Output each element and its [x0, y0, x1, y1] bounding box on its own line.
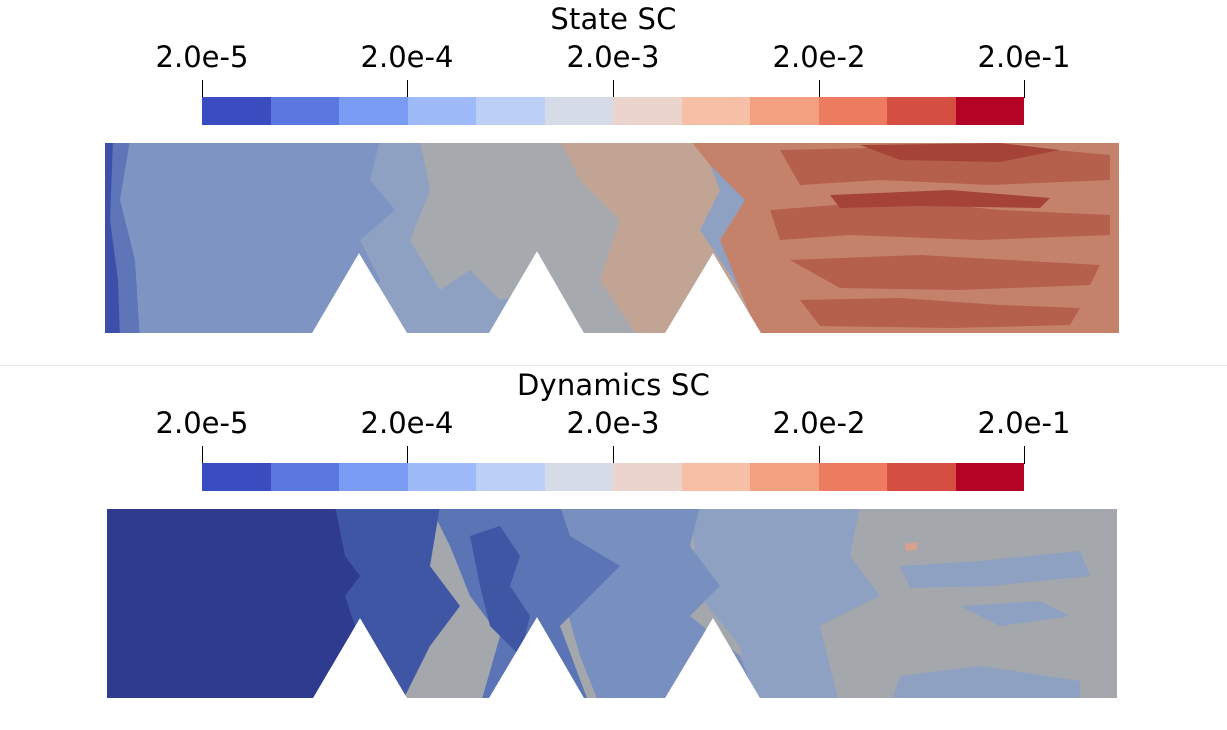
colorbar-segment — [750, 463, 819, 491]
field-region — [800, 298, 1080, 328]
field-region — [905, 542, 918, 551]
field-region — [900, 551, 1090, 588]
colorbar-tick-label: 2.0e-4 — [360, 406, 454, 440]
colorbar-tick — [407, 446, 408, 464]
colorbar-segment — [270, 463, 339, 491]
field-region — [690, 143, 1119, 333]
dynamics-sc-title: Dynamics SC — [516, 368, 711, 402]
field-region — [890, 666, 1080, 698]
colorbar-segment — [339, 463, 408, 491]
colorbar-tick-label: 2.0e-1 — [977, 40, 1071, 74]
colorbar-tick — [202, 446, 203, 464]
dynamics-sc-field — [107, 509, 1117, 698]
colorbar-segment — [613, 97, 682, 125]
colorbar-segment — [750, 97, 819, 125]
panel-divider — [0, 365, 1227, 366]
colorbar-segment — [202, 463, 271, 491]
colorbar-tick-label: 2.0e-5 — [155, 406, 249, 440]
colorbar-tick — [407, 80, 408, 98]
colorbar-tick — [819, 446, 820, 464]
colorbar-segment — [544, 97, 613, 125]
colorbar-tick-label: 2.0e-3 — [566, 406, 660, 440]
state-sc-title: State SC — [550, 2, 677, 36]
colorbar-tick — [819, 80, 820, 98]
colorbar-tick-label: 2.0e-4 — [360, 40, 454, 74]
colorbar-segment — [818, 97, 887, 125]
field-region — [770, 200, 1110, 240]
colorbar-segment — [407, 463, 476, 491]
field-region — [860, 143, 1060, 162]
state-sc-colorbar — [202, 97, 1024, 125]
colorbar-segment — [887, 463, 956, 491]
field-region — [170, 143, 320, 200]
field-region — [960, 601, 1070, 626]
colorbar-segment — [681, 463, 750, 491]
colorbar-segment — [476, 463, 545, 491]
field-region — [105, 143, 120, 333]
colorbar-segment — [955, 97, 1024, 125]
field-region — [790, 255, 1100, 290]
state-sc-field — [105, 143, 1119, 333]
colorbar-segment — [544, 463, 613, 491]
colorbar-segment — [613, 463, 682, 491]
field-region — [105, 143, 395, 333]
colorbar-segment — [339, 97, 408, 125]
colorbar-segment — [955, 463, 1024, 491]
dynamics-sc-panel: Dynamics SC 2.0e-5 2.0e-4 2.0e-3 2.0e-2 … — [0, 366, 1227, 730]
colorbar-tick-label: 2.0e-5 — [155, 40, 249, 74]
field-region — [830, 190, 1050, 208]
colorbar-tick — [202, 80, 203, 98]
colorbar-tick — [613, 446, 614, 464]
field-region — [107, 509, 360, 698]
field-region — [690, 509, 880, 698]
colorbar-segment — [818, 463, 887, 491]
colorbar-tick-label: 2.0e-2 — [772, 406, 866, 440]
dynamics-sc-colorbar — [202, 463, 1024, 491]
colorbar-tick-label: 2.0e-2 — [772, 40, 866, 74]
colorbar-tick-label: 2.0e-1 — [977, 406, 1071, 440]
colorbar-tick — [613, 80, 614, 98]
colorbar-tick — [1024, 80, 1025, 98]
colorbar-segment — [476, 97, 545, 125]
field-region — [470, 526, 530, 656]
colorbar-segment — [270, 97, 339, 125]
colorbar-segment — [202, 97, 271, 125]
colorbar-segment — [887, 97, 956, 125]
colorbar-tick — [1024, 446, 1025, 464]
state-sc-panel: State SC 2.0e-5 2.0e-4 2.0e-3 2.0e-2 2.0… — [105, 2, 1119, 333]
colorbar-segment — [407, 97, 476, 125]
colorbar-tick-label: 2.0e-3 — [566, 40, 660, 74]
colorbar-segment — [681, 97, 750, 125]
